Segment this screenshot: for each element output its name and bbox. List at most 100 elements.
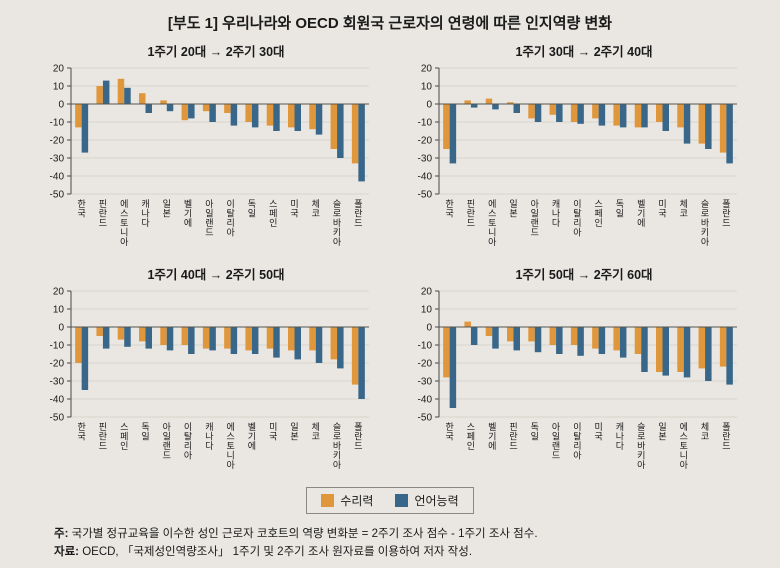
bar — [351, 327, 359, 385]
chart-30s-to-40s: 1주기 30대 → 2주기 40대 20 10 0 -10 -20 -30 -40 -50 한 국… — [399, 39, 749, 258]
note2-label: 자료: — [54, 545, 79, 558]
bar — [96, 86, 103, 104]
bar — [209, 104, 216, 122]
bar — [309, 327, 316, 351]
bar — [202, 327, 210, 349]
note2-text: OECD, 「국제성인역량조사」 1주기 및 2주기 조사 원자료를 이용하여 … — [82, 545, 473, 558]
charts-grid: 1주기 20대 → 2주기 30대 20 10 0 -10 -20 -30 -40 -50 한 국… — [0, 39, 780, 481]
y-tick-label: 10 — [53, 305, 65, 316]
chart-canvas-30s-40s: 20 10 0 -10 -20 -30 -40 -50 한 국 핀 란 드 에 스 토 니 아 일 본 아 일 랜 드 캐 나 다 이… — [399, 60, 749, 258]
bar — [124, 327, 131, 347]
y-tick-label: -20 — [418, 359, 433, 370]
bar — [166, 327, 174, 351]
y-tick-label: -40 — [50, 395, 65, 406]
chart-title-30s-40s: 1주기 30대 → 2주기 40대 — [515, 45, 653, 59]
bar — [507, 327, 514, 342]
bar — [337, 104, 344, 158]
bar — [202, 104, 210, 112]
y-tick-label: -30 — [50, 154, 65, 165]
bar — [351, 104, 359, 164]
bar — [245, 104, 252, 122]
bar — [705, 327, 712, 381]
bar — [719, 104, 727, 153]
footnotes: 주: 국가별 정규교육을 이수한 성인 근로자 코호트의 역량 변화분 = 2주… — [54, 526, 726, 562]
bar — [662, 104, 669, 131]
bar — [315, 327, 323, 363]
bar — [330, 327, 338, 360]
bar — [124, 87, 131, 104]
bar — [556, 327, 563, 354]
bar — [266, 327, 274, 349]
bar — [230, 104, 238, 126]
numeracy-swatch-icon — [321, 494, 335, 507]
legend-label-literacy: 언어능력 — [414, 494, 459, 508]
bar — [443, 327, 450, 378]
bar — [464, 100, 471, 104]
y-tick-label: -40 — [418, 172, 433, 183]
y-tick-label: 20 — [421, 64, 433, 75]
chart-20s-to-30s: 1주기 20대 → 2주기 30대 20 10 0 -10 -20 -30 -40 -50 한 국… — [31, 39, 381, 258]
bar — [613, 327, 620, 351]
y-tick-label: -20 — [418, 136, 433, 147]
bar — [245, 327, 252, 351]
chart-canvas-50s-60s: 20 10 0 -10 -20 -30 -40 -50 한 국 스 페 인 벨 기 에 핀 란 드 독 일 아 일 랜 드 이 탈 리… — [399, 283, 749, 481]
bar — [556, 104, 563, 122]
bar — [102, 327, 110, 349]
bar — [698, 327, 706, 369]
bar — [209, 327, 216, 351]
literacy-swatch-icon — [395, 494, 409, 507]
bar — [443, 104, 450, 149]
bar-chart-svg: 20 10 0 -10 -20 -30 -40 -50 한 국 스 페 인 벨 기 에 핀 란 드 독 일 아 일 랜 드 이 탈 리… — [418, 287, 737, 470]
bar — [224, 327, 231, 349]
bar — [677, 327, 684, 372]
y-tick-label: -50 — [418, 190, 433, 201]
bar — [619, 104, 627, 128]
bar — [598, 327, 606, 354]
bar — [75, 327, 82, 363]
y-tick-label: 10 — [421, 82, 433, 93]
bar — [598, 104, 606, 126]
bar — [534, 104, 542, 122]
bar — [656, 327, 663, 372]
bar — [358, 104, 365, 182]
bar — [683, 104, 691, 144]
legend-item-numeracy: 수리력 — [321, 492, 373, 509]
legend-label-numeracy: 수리력 — [340, 494, 374, 508]
y-tick-label: -10 — [418, 118, 433, 129]
bar — [288, 327, 295, 351]
y-tick-label: -20 — [50, 136, 65, 147]
y-tick-label: -30 — [50, 377, 65, 388]
note-line-2: 자료: OECD, 「국제성인역량조사」 1주기 및 2주기 조사 원자료를 이… — [54, 544, 726, 562]
y-tick-label: 10 — [421, 305, 433, 316]
bar — [641, 104, 648, 128]
bar — [577, 327, 584, 356]
bar-chart-svg: 20 10 0 -10 -20 -30 -40 -50 한 국 핀 란 드 에 스 토 니 아 일 본 아 일 랜 드 캐 나 다 이… — [418, 64, 737, 247]
bar — [549, 327, 557, 345]
bar — [485, 98, 493, 104]
bar — [549, 104, 557, 115]
bar — [81, 104, 89, 153]
y-tick-label: -10 — [418, 341, 433, 352]
